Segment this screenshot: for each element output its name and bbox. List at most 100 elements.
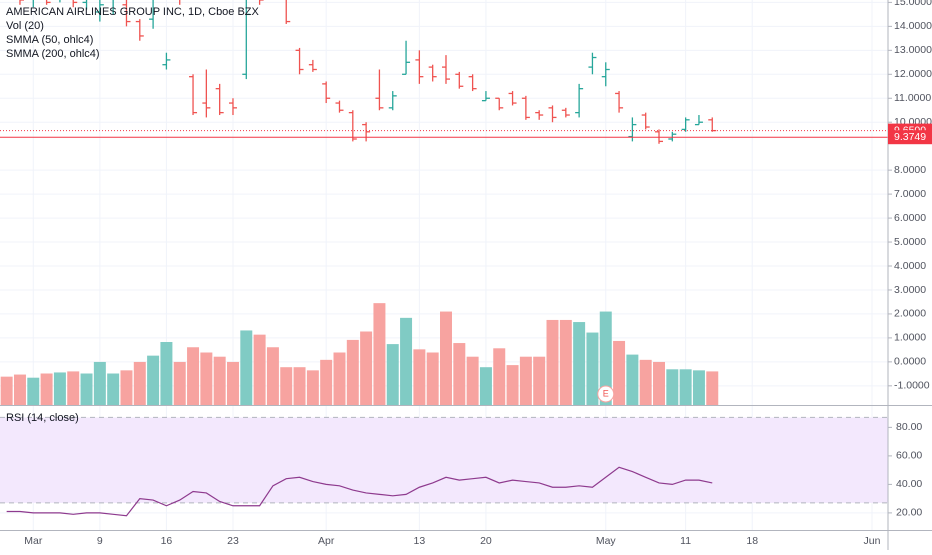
volume-bar (120, 370, 133, 405)
volume-bar (147, 355, 160, 405)
volume-bar (426, 352, 439, 405)
volume-bar (80, 373, 93, 405)
y-tick-label: 7.0000 (894, 188, 926, 200)
x-tick-label: 11 (680, 535, 691, 547)
x-tick-label: May (596, 535, 617, 547)
chart-title: AMERICAN AIRLINES GROUP INC, 1D, Cboe BZ… (6, 6, 260, 18)
volume-bar (253, 334, 266, 405)
volume-bar (546, 319, 559, 405)
x-tick-label: 9 (97, 535, 103, 547)
volume-bar (226, 361, 239, 405)
volume-bar (333, 352, 346, 405)
axes: Mar 9 16 23 Apr 13 20 May 11 18 Jun 15.0000 14.0000 1… (24, 0, 932, 547)
indicator-label: SMMA (200, ohlc4) (6, 48, 100, 60)
y-tick-label: 60.00 (896, 450, 922, 462)
volume-bar (0, 376, 13, 405)
y-tick-label: 40.00 (896, 478, 922, 490)
y-tick-label: 12.0000 (894, 68, 932, 80)
y-tick-label: 15.0000 (894, 0, 932, 8)
volume-bar (53, 372, 66, 405)
volume-bar (13, 374, 26, 405)
y-tick-label: 6.0000 (894, 212, 926, 224)
price-label-box (888, 130, 932, 145)
volume-bar (453, 343, 466, 405)
y-tick-label: 1.0000 (894, 332, 926, 344)
volume-bar (67, 371, 80, 405)
volume-bar (626, 354, 639, 405)
legend: AMERICAN AIRLINES GROUP INC, 1D, Cboe BZ… (6, 6, 260, 424)
volume-bar (413, 349, 426, 405)
volume-bar (373, 303, 386, 405)
volume-bar (400, 317, 413, 405)
y-tick-label: 8.0000 (894, 164, 926, 176)
x-tick-label: 18 (746, 535, 758, 547)
price-pane (0, 0, 888, 405)
volume-bar (306, 370, 319, 405)
rsi-band (0, 417, 888, 503)
volume-bar (573, 322, 586, 405)
volume-bar (653, 361, 666, 405)
volume-bar (466, 356, 479, 405)
volume-bar (613, 340, 626, 405)
volume-bar (679, 369, 692, 405)
y-tick-label: 0.0000 (894, 356, 926, 368)
volume-bar (293, 367, 306, 405)
volume-bar (493, 348, 506, 405)
volume-bar (266, 347, 279, 405)
volume-bar (240, 330, 253, 405)
y-tick-label: 11.0000 (894, 92, 931, 104)
volume-bar (519, 356, 532, 405)
volume-bar (506, 365, 519, 405)
x-tick-label: 23 (227, 535, 239, 547)
x-tick-label: 16 (161, 535, 173, 547)
x-tick-label: Apr (318, 535, 335, 547)
volume-bar (27, 377, 40, 405)
rsi-pane (0, 416, 888, 517)
y-tick-label: 20.00 (896, 507, 922, 519)
volume-bar (639, 359, 652, 405)
volume-bar (133, 361, 146, 405)
price-label: 9.3749 (894, 131, 926, 143)
x-tick-label: Mar (24, 535, 43, 547)
y-tick-label: 2.0000 (894, 308, 926, 320)
indicator-label: SMMA (50, ohlc4) (6, 34, 93, 46)
rsi-title: RSI (14, close) (6, 412, 79, 424)
y-tick-label: 13.0000 (894, 44, 932, 56)
event-marker (597, 385, 615, 403)
volume-bar (559, 319, 572, 405)
volume-bar (706, 371, 719, 405)
y-tick-label: 14.0000 (894, 20, 932, 32)
volume-bar (586, 332, 599, 405)
volume-bar (440, 311, 452, 405)
volume-bar (599, 311, 612, 405)
rsi-line (6, 466, 713, 517)
y-tick-label: 3.0000 (894, 284, 926, 296)
x-tick-label: 20 (480, 535, 492, 547)
volume-bar (93, 361, 106, 405)
volume-bar (320, 359, 333, 405)
indicator-label: Vol (20) (6, 20, 44, 32)
x-tick-label: Jun (864, 535, 881, 547)
y-tick-label: -1.0000 (894, 380, 930, 392)
volume-bar (386, 344, 399, 405)
volume-bar (187, 347, 200, 405)
y-tick-label: 5.0000 (894, 236, 926, 248)
volume-bar (360, 331, 373, 405)
volume-bar (533, 356, 546, 405)
x-tick-label: 13 (414, 535, 426, 547)
y-tick-label: 4.0000 (894, 260, 926, 272)
volume-bar (692, 370, 705, 405)
volume-bar (479, 367, 492, 405)
volume-bar (107, 373, 120, 405)
y-tick-label: 80.00 (896, 421, 922, 433)
volume-bar (666, 369, 679, 405)
volume-bar (213, 356, 226, 405)
volume-bar (40, 373, 53, 405)
volume-bar (346, 339, 359, 405)
volume-bar (280, 367, 293, 405)
volume-bar (200, 352, 213, 405)
event-label: E (603, 388, 609, 398)
volume-bar (173, 361, 186, 405)
